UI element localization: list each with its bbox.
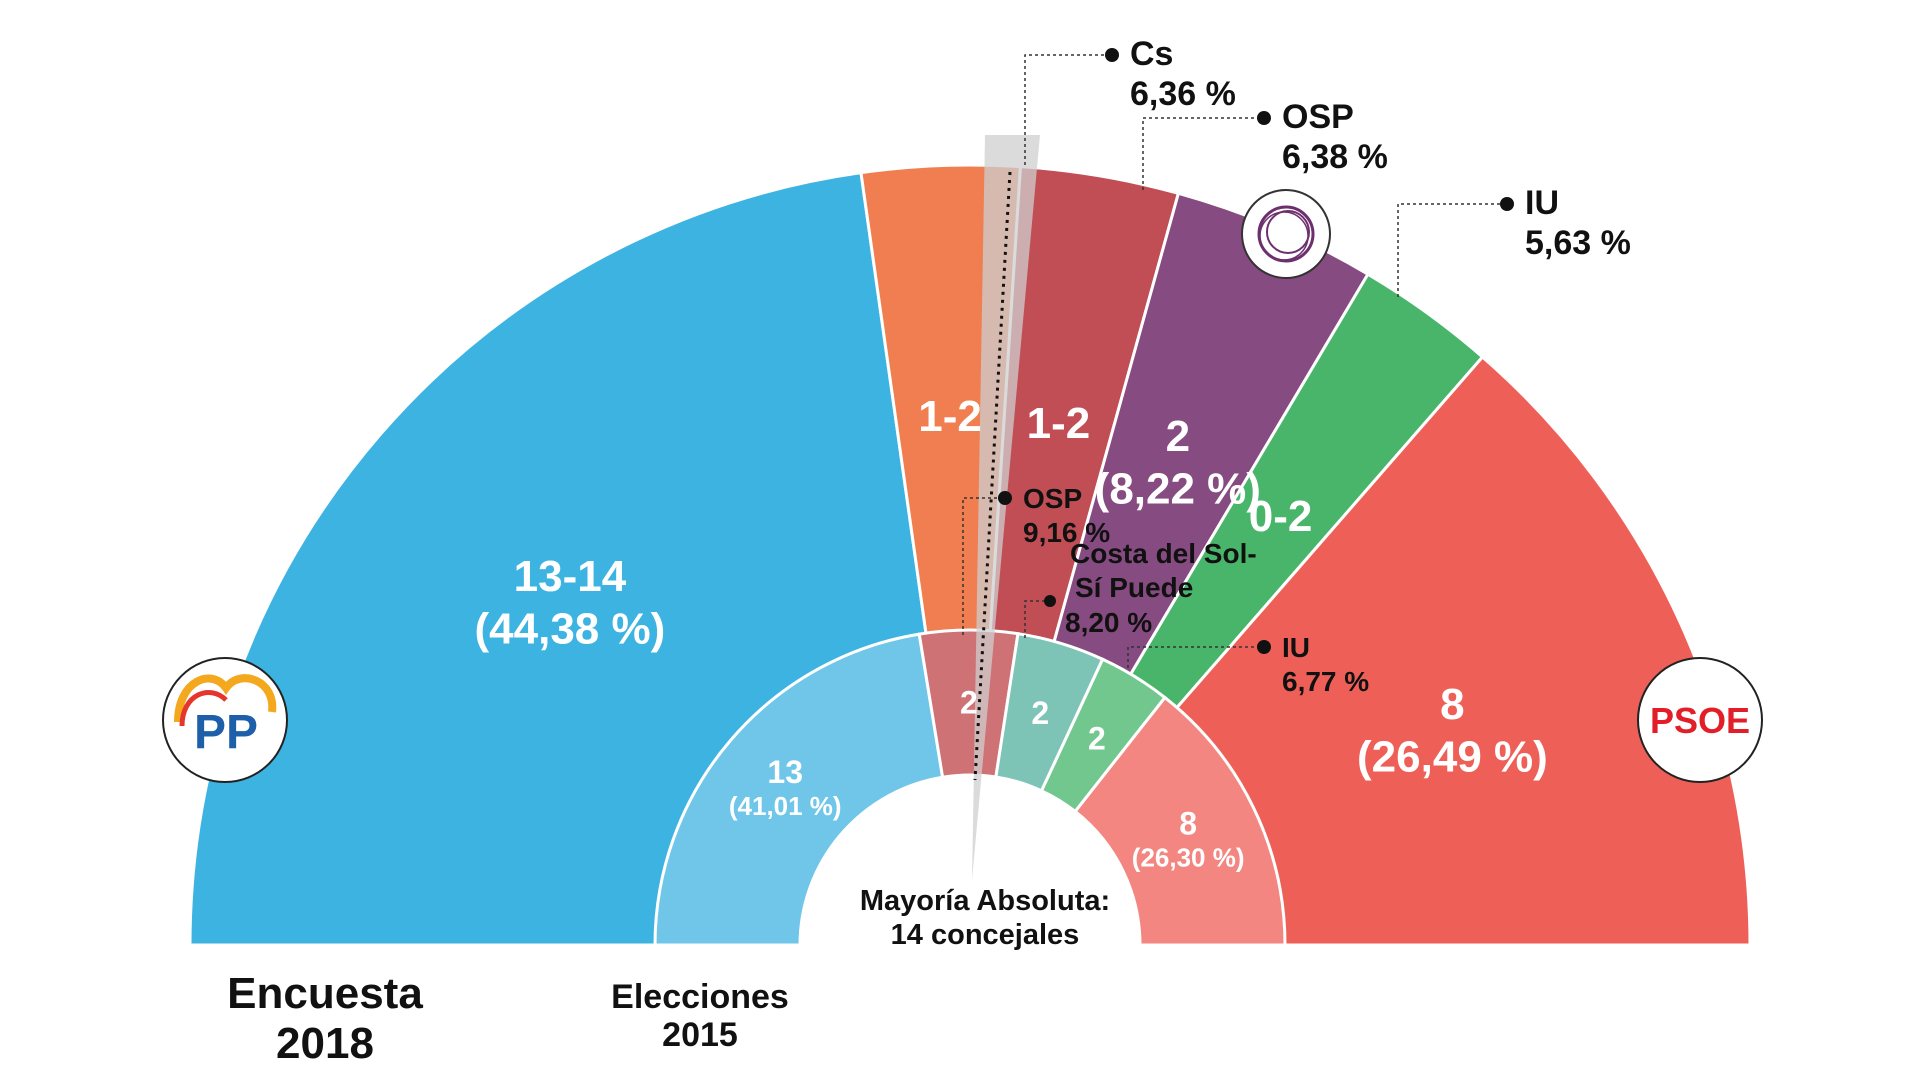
outer-seats-label-osp: 1-2 <box>1027 399 1091 448</box>
callout-osp-2015-leader <box>962 497 1003 635</box>
inner-segment-psoe <box>1073 695 1287 947</box>
inner-percent-label-psoe: (26,30 %) <box>1132 842 1245 872</box>
callout-iu-2018-leader <box>1397 203 1505 297</box>
inner-seats-label-costa-del-sol-s-puede: 2 <box>1031 695 1049 731</box>
majority-wedge-shape <box>972 135 1040 880</box>
callout-osp-2015-text-0: OSP <box>1023 483 1082 514</box>
outer-ring-segments <box>188 163 1752 947</box>
outer-title-line-2: 2018 <box>276 1019 374 1068</box>
majority-label: Mayoría Absoluta: 14 concejales <box>860 885 1110 951</box>
outer-chart-title: Encuesta 2018 <box>227 969 423 1068</box>
inner-seats-label-pp: 13 <box>767 754 803 790</box>
callout-costa-del-sol-text-1: Sí Puede <box>1075 572 1193 603</box>
inner-segment-pp <box>653 632 945 947</box>
outer-title-line-1: Encuesta <box>227 969 423 1018</box>
outer-percent-label-pp: (44,38 %) <box>475 605 666 654</box>
inner-percent-label-pp: (41,01 %) <box>729 791 842 821</box>
callout-iu-2015-dot <box>1257 640 1271 654</box>
inner-chart-title: Elecciones 2015 <box>611 978 789 1054</box>
outer-seats-label-podemos: 2 <box>1166 412 1190 461</box>
callout-osp-2018-text-1: 6,38 % <box>1282 138 1388 176</box>
callout-cs-text-1: 6,36 % <box>1130 75 1236 113</box>
callout-osp-2018-leader <box>1142 117 1262 190</box>
majority-dotted-line <box>973 171 1012 781</box>
callout-costa-del-sol-leader <box>1024 600 1048 638</box>
inner-title-line-2: 2015 <box>662 1016 738 1054</box>
callout-costa-del-sol: Costa del Sol-Sí Puede 8,20 % <box>1024 538 1257 638</box>
callout-costa-del-sol-dot <box>1044 595 1056 607</box>
outer-seats-label-pp: 13-14 <box>514 552 627 601</box>
callout-iu-2015-leader <box>1127 646 1262 668</box>
inner-seats-label-psoe: 8 <box>1179 805 1197 841</box>
callout-osp-2018-text-0: OSP <box>1282 98 1354 136</box>
outer-seats-label-iu: 0-2 <box>1249 492 1313 541</box>
callout-iu-2018-text-0: IU <box>1525 184 1559 222</box>
callout-iu-2015-text-0: IU <box>1282 632 1310 663</box>
podemos-circle-icon <box>1241 189 1331 279</box>
inner-seats-label-iu: 2 <box>1088 721 1106 757</box>
psoe-logo-icon: PSOE <box>1637 657 1763 783</box>
callout-cs-leader <box>1024 54 1110 165</box>
psoe-logo-text: PSOE <box>1650 700 1750 741</box>
callout-iu-2015-text-1: 6,77 % <box>1282 666 1369 697</box>
majority-line <box>972 135 1040 880</box>
pp-logo-text: PP <box>194 706 258 759</box>
outer-percent-label-podemos: (8,22 %) <box>1095 465 1261 514</box>
outer-seats-label-cs: 1-2 <box>918 392 982 441</box>
callout-costa-del-sol-text-2: 8,20 % <box>1065 607 1152 638</box>
callout-costa-del-sol-text-0: Costa del Sol- <box>1070 538 1257 569</box>
callout-osp-2015-text-1: 9,16 % <box>1023 517 1110 548</box>
callout-iu-2018-dot <box>1500 197 1514 211</box>
callout-osp-2015-dot <box>998 491 1012 505</box>
callout-cs-dot <box>1105 48 1119 62</box>
pp-logo-icon: PP <box>162 657 288 783</box>
callout-iu-2018-text-1: 5,63 % <box>1525 224 1631 262</box>
inner-title-line-1: Elecciones <box>611 978 789 1016</box>
majority-line-2: 14 concejales <box>891 919 1080 951</box>
majority-line-1: Mayoría Absoluta: <box>860 885 1110 917</box>
callout-osp-2018-dot <box>1257 111 1271 125</box>
inner-seats-label-osp: 2 <box>960 685 978 721</box>
inner-ring-segments <box>653 628 1287 947</box>
callout-cs: Cs6,36 % <box>1024 35 1236 165</box>
callout-cs-text-0: Cs <box>1130 35 1173 73</box>
callout-iu-2015: IU6,77 % <box>1127 632 1369 697</box>
outer-percent-label-psoe: (26,49 %) <box>1357 733 1548 782</box>
outer-seats-label-psoe: 8 <box>1440 680 1464 729</box>
callout-iu-2018: IU5,63 % <box>1397 184 1631 297</box>
segment-labels: 13-14(44,38 %)1-2 1-2 2(8,22 %)0-28(26,49 … <box>475 392 1548 873</box>
